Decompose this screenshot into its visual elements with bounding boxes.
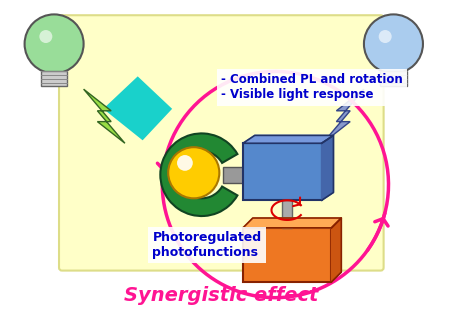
Text: Photoregulated
photofunctions: Photoregulated photofunctions — [153, 231, 261, 259]
Polygon shape — [84, 89, 125, 143]
Bar — [243, 143, 322, 200]
Bar — [380, 71, 407, 86]
Circle shape — [379, 30, 392, 43]
Polygon shape — [243, 135, 333, 143]
Wedge shape — [160, 133, 238, 216]
Polygon shape — [323, 89, 364, 143]
Bar — [282, 200, 292, 228]
Circle shape — [177, 155, 193, 171]
Circle shape — [25, 14, 84, 74]
Circle shape — [39, 30, 52, 43]
Bar — [41, 71, 68, 86]
Bar — [223, 167, 245, 183]
FancyBboxPatch shape — [59, 15, 383, 271]
Polygon shape — [322, 135, 333, 200]
Polygon shape — [243, 218, 341, 228]
Circle shape — [168, 147, 219, 198]
Polygon shape — [104, 76, 172, 140]
Polygon shape — [332, 218, 341, 282]
Text: - Combined PL and rotation
- Visible light response: - Combined PL and rotation - Visible lig… — [221, 74, 403, 101]
Bar — [243, 228, 332, 282]
Text: Synergistic effect: Synergistic effect — [124, 286, 319, 305]
Circle shape — [364, 14, 423, 74]
